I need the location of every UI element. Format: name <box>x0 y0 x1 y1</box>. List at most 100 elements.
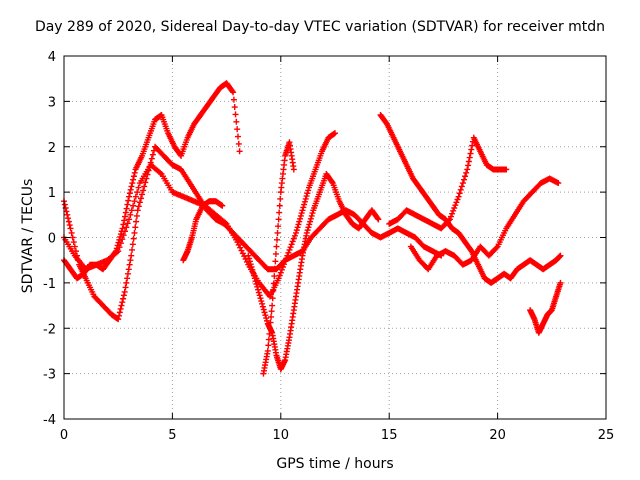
data-point <box>124 270 131 277</box>
data-point <box>304 227 311 234</box>
data-point <box>123 205 130 212</box>
data-point <box>136 199 143 206</box>
data-point <box>141 183 148 190</box>
series-arc-10 <box>180 198 226 264</box>
data-point <box>263 317 270 324</box>
data-point <box>119 236 126 243</box>
x-tick-label: 0 <box>60 428 68 443</box>
data-point <box>276 209 283 216</box>
data-point <box>286 246 293 253</box>
data-point <box>253 281 260 288</box>
data-point <box>272 250 279 257</box>
data-point <box>305 187 312 194</box>
data-point <box>258 298 265 305</box>
data-point <box>121 213 128 220</box>
data-point <box>308 212 315 219</box>
y-tick-label: -1 <box>43 277 56 292</box>
data-point <box>300 204 307 211</box>
data-point <box>257 295 264 302</box>
data-point <box>238 247 245 254</box>
data-point <box>69 234 76 241</box>
x-axis-label: GPS time / hours <box>276 456 394 472</box>
data-point <box>276 272 283 279</box>
data-point <box>128 183 135 190</box>
data-point <box>303 229 310 236</box>
data-point <box>259 303 266 310</box>
data-point <box>555 180 562 187</box>
data-point <box>302 195 309 202</box>
data-point <box>148 155 155 162</box>
data-point <box>297 215 304 222</box>
data-point <box>329 178 336 185</box>
data-point <box>445 217 452 224</box>
data-point <box>128 207 135 214</box>
data-point <box>126 190 133 197</box>
data-point <box>289 238 296 245</box>
data-point <box>304 190 311 197</box>
data-point <box>118 302 125 309</box>
data-point <box>255 286 262 293</box>
data-point <box>290 235 297 242</box>
y-tick-label: 3 <box>48 95 56 110</box>
series-arc-2 <box>61 80 243 282</box>
data-point <box>282 258 289 265</box>
data-point <box>117 240 124 247</box>
data-point <box>132 224 139 231</box>
data-point <box>306 221 313 228</box>
data-point <box>261 309 268 316</box>
data-point <box>260 306 267 313</box>
data-point <box>232 111 239 118</box>
data-point <box>293 227 300 234</box>
data-point <box>456 190 463 197</box>
data-point <box>140 187 147 194</box>
data-point <box>139 191 146 198</box>
data-point <box>120 221 127 228</box>
data-point <box>278 266 285 273</box>
data-point <box>131 198 138 205</box>
data-point <box>271 265 278 272</box>
data-point <box>249 266 256 273</box>
data-point <box>115 248 122 255</box>
data-point <box>129 180 136 187</box>
data-point <box>117 231 124 238</box>
data-point <box>252 278 259 285</box>
data-point <box>263 315 270 322</box>
data-point <box>267 319 274 326</box>
data-point <box>465 162 472 169</box>
data-point <box>462 173 469 180</box>
data-point <box>115 316 122 323</box>
data-point <box>129 246 136 253</box>
data-point <box>234 133 241 140</box>
data-point <box>297 212 304 219</box>
data-point <box>270 280 277 287</box>
data-point <box>295 221 302 228</box>
data-point <box>117 305 124 312</box>
x-tick-label: 20 <box>489 428 506 443</box>
data-point <box>451 205 458 212</box>
data-point <box>121 217 128 224</box>
data-point <box>274 229 281 236</box>
data-point <box>231 104 238 111</box>
data-point <box>234 126 241 133</box>
data-point <box>464 166 471 173</box>
series-arc-5 <box>260 139 297 377</box>
data-point <box>116 312 123 319</box>
data-point <box>254 283 261 290</box>
data-point <box>124 275 131 282</box>
data-point <box>67 225 74 232</box>
data-point <box>120 295 127 302</box>
data-point <box>251 275 258 282</box>
data-point <box>61 201 68 208</box>
data-point <box>301 198 308 205</box>
data-point <box>447 213 454 220</box>
data-point <box>121 288 128 295</box>
data-point <box>116 244 123 251</box>
data-point <box>268 308 275 315</box>
data-point <box>120 292 127 299</box>
data-point <box>446 216 453 223</box>
data-point <box>557 252 564 259</box>
data-point <box>457 186 464 193</box>
data-point <box>130 235 137 242</box>
data-point <box>219 202 226 209</box>
